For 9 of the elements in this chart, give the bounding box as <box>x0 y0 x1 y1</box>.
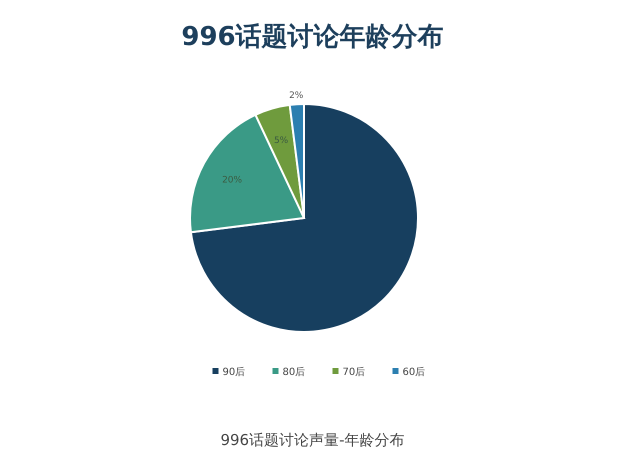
legend-label: 60后 <box>402 366 426 378</box>
legend-label: 90后 <box>222 366 246 378</box>
chart-title: 996话题讨论年龄分布 <box>181 22 444 52</box>
data-label: 20% <box>222 175 243 186</box>
text: 996话题讨论声量-年龄分布 <box>220 431 405 449</box>
data-label: 2% <box>289 91 304 102</box>
legend-label: 80后 <box>282 366 306 378</box>
data-label: 5% <box>274 136 289 146</box>
legend-label: 70后 <box>342 366 366 378</box>
